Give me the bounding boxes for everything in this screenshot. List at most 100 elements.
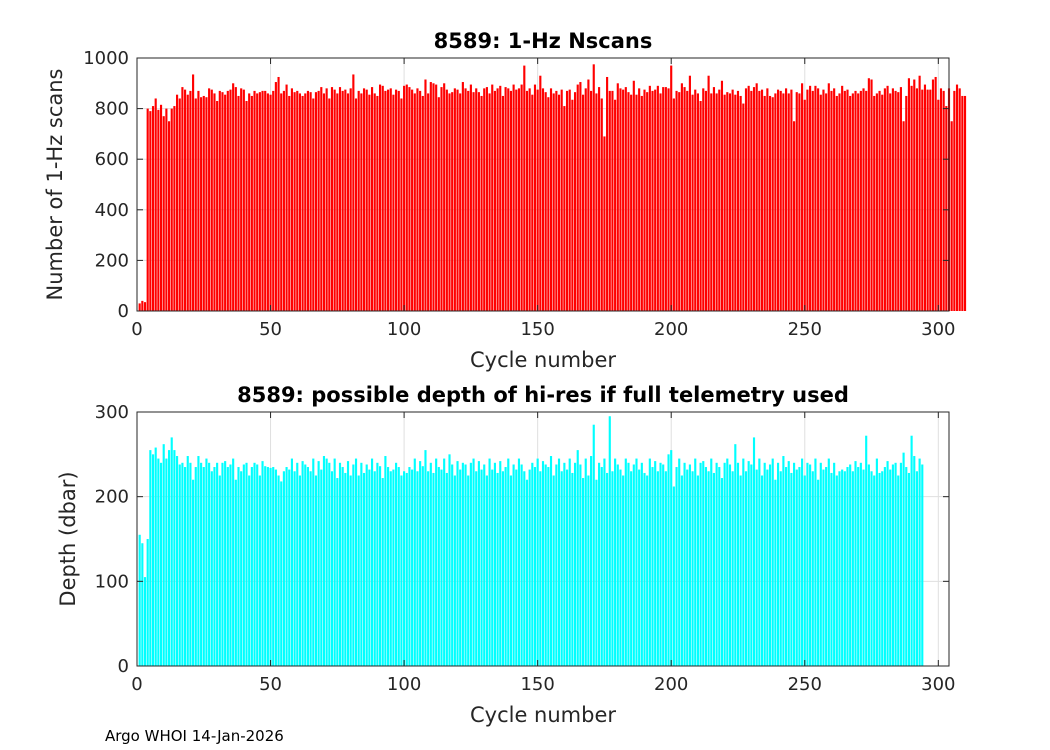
depth-bar [726, 458, 729, 666]
depth-bar [448, 454, 451, 666]
depth-bar [408, 467, 411, 666]
nscans-bar [165, 108, 168, 311]
nscans-bar [539, 75, 542, 312]
depth-bar [608, 416, 611, 666]
depth-bar [445, 472, 448, 666]
depth-bar [435, 458, 438, 666]
nscans-bar [670, 65, 673, 311]
depth-bar [827, 458, 830, 666]
depth-bar [456, 461, 459, 666]
nscans-bar [373, 93, 376, 311]
nscans-bar [531, 94, 534, 311]
nscans-bar [654, 89, 657, 311]
depth-bar [354, 458, 358, 666]
depth-bar [878, 472, 881, 666]
depth-bar [397, 467, 400, 666]
depth-bar [571, 472, 574, 666]
depth-bar [269, 467, 272, 666]
depth-bar [405, 472, 408, 666]
depth-xtick-label: 150 [520, 674, 554, 695]
nscans-bar [891, 88, 894, 311]
nscans-bar [883, 88, 886, 311]
depth-bar [720, 478, 724, 666]
nscans-y-axis-label: Number of 1-Hz scans [43, 69, 67, 301]
nscans-bar [232, 83, 235, 311]
nscans-bar [525, 90, 529, 311]
depth-bar [611, 471, 614, 666]
depth-bar [539, 471, 542, 666]
nscans-bar [272, 90, 275, 311]
depth-bar [200, 462, 203, 666]
depth-bar [648, 458, 651, 666]
depth-bar [779, 471, 782, 666]
nscans-bar [181, 87, 184, 311]
nscans-bar [253, 90, 256, 311]
nscans-bar [392, 94, 395, 311]
nscans-bar [565, 90, 569, 311]
depth-bar [600, 467, 603, 666]
nscans-bar [229, 89, 232, 311]
depth-bar [306, 467, 310, 666]
nscans-bar [664, 87, 667, 311]
nscans-bar [189, 90, 192, 311]
depth-bar [849, 464, 852, 666]
nscans-bar [280, 93, 283, 311]
nscans-bar [376, 95, 379, 311]
nscans-chart-title: 8589: 1-Hz Nscans [434, 29, 653, 53]
nscans-bar [461, 82, 464, 311]
nscans-bar [141, 300, 144, 311]
depth-bar [606, 472, 609, 666]
depth-bar [614, 458, 617, 666]
depth-bar [875, 458, 878, 666]
depth-bar [240, 471, 243, 666]
nscans-bar [667, 88, 670, 311]
depth-bar [234, 479, 237, 666]
nscans-bar [763, 95, 766, 311]
depth-bar [638, 469, 641, 666]
nscans-bar [718, 89, 721, 311]
nscans-axes: 0 50 100 150 200 250 300 0 200 400 600 800 1000 8589:… [43, 29, 967, 372]
depth-bar [768, 464, 772, 666]
nscans-bar [216, 101, 219, 311]
depth-bar [573, 462, 577, 666]
nscans-ytick-label: 0 [118, 301, 129, 322]
nscans-bar [603, 136, 606, 311]
nscans-xtick-label: 250 [788, 319, 822, 340]
depth-ytick-label: 300 [95, 402, 129, 423]
depth-bar [373, 471, 376, 666]
depth-bar [483, 464, 486, 666]
depth-bar [646, 475, 649, 666]
nscans-bar [686, 90, 689, 311]
depth-bar [806, 462, 809, 666]
nscans-bar [795, 92, 798, 311]
depth-bar [793, 462, 796, 666]
nscans-xtick-label: 150 [520, 319, 554, 340]
nscans-bar [635, 94, 638, 311]
nscans-bar [846, 89, 849, 311]
nscans-bar [261, 90, 264, 311]
nscans-bar [306, 90, 310, 311]
nscans-bar [325, 88, 328, 311]
nscans-bar [483, 88, 486, 311]
nscans-bar [301, 95, 304, 311]
depth-bar [304, 464, 307, 666]
nscans-bar [803, 99, 806, 312]
nscans-bar [197, 90, 200, 311]
depth-bar [218, 475, 221, 666]
nscans-bar [774, 93, 777, 311]
depth-bar [317, 461, 320, 666]
depth-bar [763, 462, 766, 666]
depth-bar [603, 458, 606, 666]
depth-bar [186, 456, 189, 666]
depth-bar [178, 464, 181, 666]
nscans-bar [541, 88, 545, 311]
nscans-bar [814, 85, 817, 311]
nscans-bar [656, 85, 659, 311]
depth-bar [744, 471, 748, 666]
depth-bar [654, 461, 657, 666]
nscans-bar [931, 79, 935, 311]
depth-bar [226, 467, 229, 666]
depth-bar [242, 464, 245, 666]
depth-xtick-label: 0 [131, 674, 142, 695]
nscans-bar [274, 82, 277, 311]
